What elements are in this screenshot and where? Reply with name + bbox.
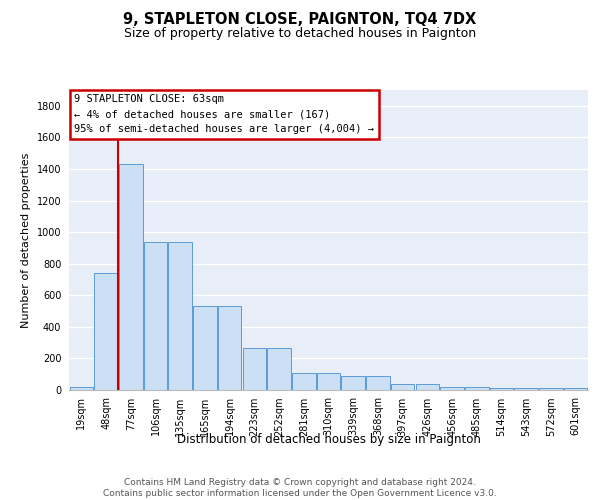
- Bar: [218, 306, 241, 390]
- Bar: [440, 387, 464, 390]
- Bar: [391, 384, 415, 390]
- Bar: [366, 376, 389, 390]
- Text: 9, STAPLETON CLOSE, PAIGNTON, TQ4 7DX: 9, STAPLETON CLOSE, PAIGNTON, TQ4 7DX: [124, 12, 476, 28]
- Bar: [341, 376, 365, 390]
- Text: Size of property relative to detached houses in Paignton: Size of property relative to detached ho…: [124, 28, 476, 40]
- Bar: [94, 273, 118, 390]
- Bar: [193, 306, 217, 390]
- Bar: [514, 388, 538, 390]
- Bar: [119, 164, 143, 390]
- Bar: [242, 348, 266, 390]
- Bar: [465, 387, 488, 390]
- Bar: [539, 388, 563, 390]
- Bar: [169, 242, 192, 390]
- Bar: [70, 387, 93, 390]
- Bar: [490, 388, 513, 390]
- Bar: [144, 242, 167, 390]
- Text: 9 STAPLETON CLOSE: 63sqm
← 4% of detached houses are smaller (167)
95% of semi-d: 9 STAPLETON CLOSE: 63sqm ← 4% of detache…: [74, 94, 374, 134]
- Bar: [416, 384, 439, 390]
- Bar: [268, 348, 291, 390]
- Bar: [292, 372, 316, 390]
- Bar: [564, 388, 587, 390]
- Bar: [317, 372, 340, 390]
- Y-axis label: Number of detached properties: Number of detached properties: [21, 152, 31, 328]
- Text: Distribution of detached houses by size in Paignton: Distribution of detached houses by size …: [177, 432, 481, 446]
- Text: Contains HM Land Registry data © Crown copyright and database right 2024.
Contai: Contains HM Land Registry data © Crown c…: [103, 478, 497, 498]
